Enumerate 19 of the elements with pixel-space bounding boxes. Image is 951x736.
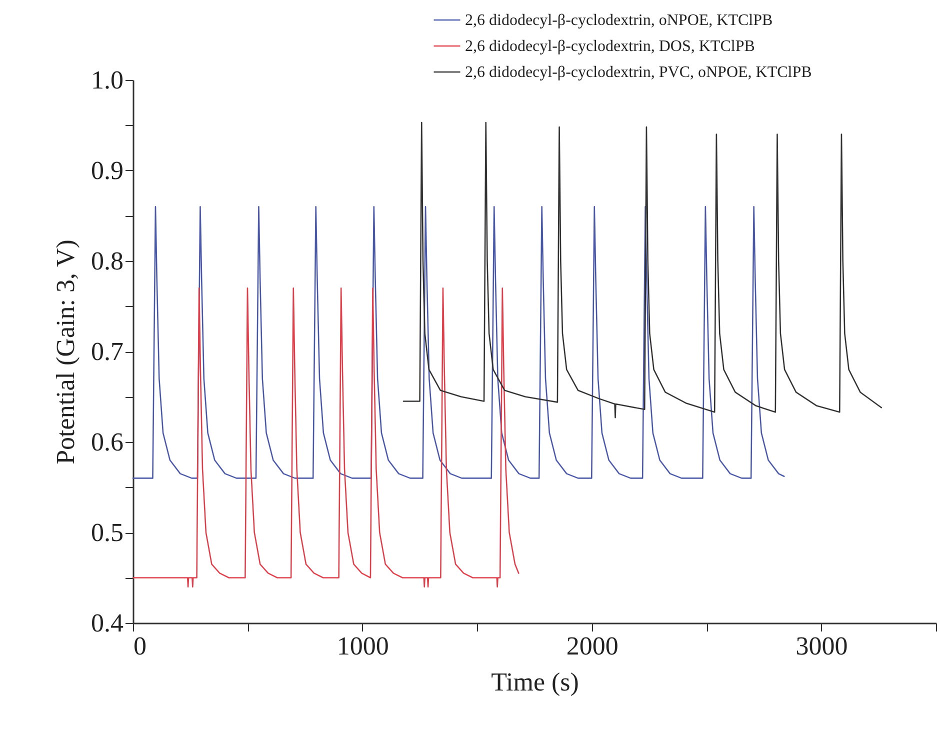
x-tick-label: 2000 — [566, 632, 618, 660]
legend-label: 2,6 didodecyl-β-cyclodextrin, oNPOE, KTClPB — [465, 12, 773, 29]
x-tick-label: 0 — [134, 632, 146, 660]
x-tick-label: 3000 — [796, 632, 848, 660]
line-series — [132, 288, 520, 588]
line-series — [132, 206, 785, 479]
y-tick-label: 1.0 — [91, 66, 124, 94]
y-tick-label: 0.5 — [91, 518, 124, 547]
y-tick-label: 0.7 — [91, 337, 124, 366]
y-axis-title: Potential (Gain: 3, V) — [51, 240, 80, 464]
y-tick-label: 0.6 — [91, 428, 124, 456]
x-axis-title: Time (s) — [491, 668, 579, 696]
y-tick-label: 0.4 — [91, 608, 124, 638]
line-series — [402, 122, 882, 418]
x-tick-label: 1000 — [336, 632, 389, 660]
legend-label: 2,6 didodecyl-β-cyclodextrin, PVC, oNPOE, KTClPB — [465, 64, 812, 81]
y-tick-label: 0.9 — [91, 156, 124, 185]
legend-label: 2,6 didodecyl-β-cyclodextrin, DOS, KTClPB — [465, 38, 755, 55]
y-tick-label: 0.8 — [91, 246, 124, 276]
